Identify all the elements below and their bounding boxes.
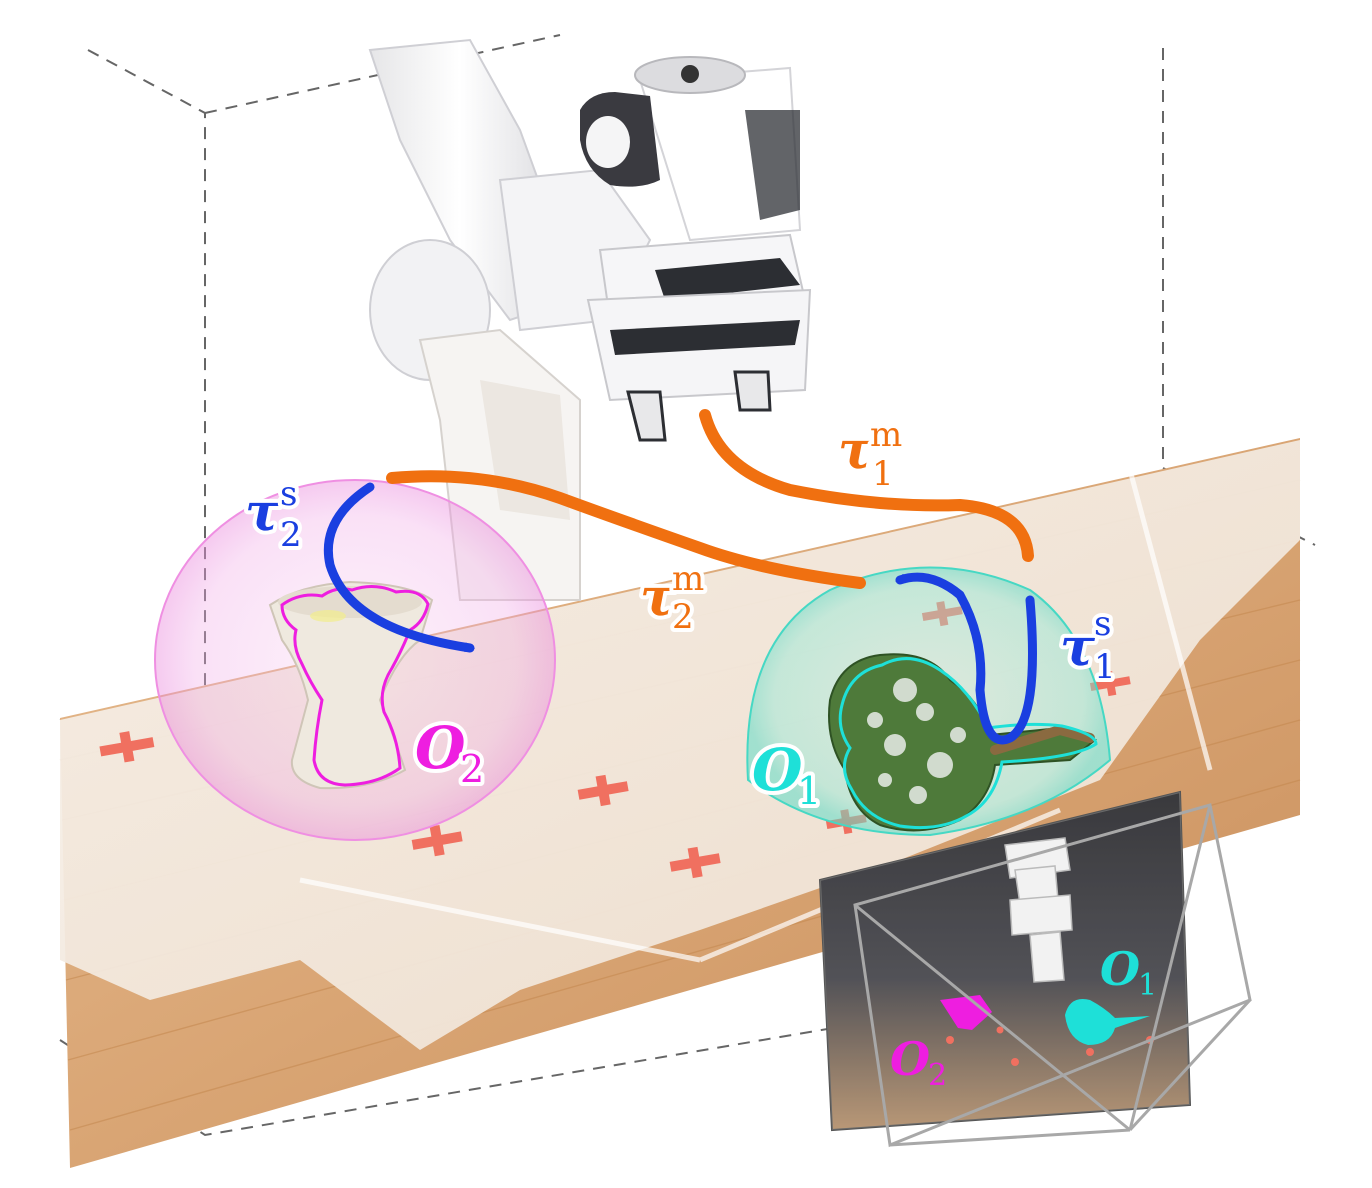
- svg-text:m: m: [870, 415, 902, 455]
- svg-text:O: O: [1100, 942, 1140, 996]
- object-2-vase: [268, 580, 434, 790]
- tau-2-s-trajectory: [323, 482, 475, 653]
- label-tau-1-s: τ s 1: [1056, 600, 1120, 691]
- label-o-2: O 2: [411, 710, 488, 795]
- manipulation-trajectories: [386, 409, 1034, 589]
- svg-text:O: O: [890, 1032, 930, 1086]
- tau-1-s-trajectory: [895, 572, 1037, 745]
- tau-1-m-trajectory: [699, 409, 1034, 562]
- label-tau-2-s: τ s 2: [241, 470, 306, 559]
- tau-2-m-trajectory: [386, 470, 866, 589]
- camera-frustum: [853, 803, 1252, 1148]
- svg-text:τ: τ: [245, 482, 281, 543]
- svg-text:O: O: [752, 736, 803, 804]
- camera-view-inset: O 1 O 2: [818, 790, 1252, 1148]
- svg-text:m: m: [672, 559, 704, 599]
- svg-text:τ: τ: [1060, 617, 1096, 678]
- svg-text:1: 1: [1138, 968, 1157, 1003]
- stabilization-trajectories: [323, 482, 1037, 745]
- svg-text:s: s: [1094, 604, 1111, 644]
- svg-text:τ: τ: [838, 420, 874, 481]
- svg-text:2: 2: [460, 747, 484, 791]
- label-o-1: O 1: [748, 732, 825, 817]
- svg-text:2: 2: [280, 515, 302, 555]
- svg-text:τ: τ: [640, 567, 676, 628]
- svg-text:1: 1: [872, 454, 894, 494]
- svg-text:1: 1: [1094, 647, 1116, 687]
- svg-text:2: 2: [928, 1058, 947, 1093]
- object-1-outline: [838, 657, 1098, 830]
- camera-label-o-2: O 2: [890, 1032, 947, 1093]
- label-tau-2-m: τ m 2: [636, 555, 708, 641]
- svg-text:1: 1: [797, 769, 821, 813]
- object-1-region: [746, 566, 1112, 837]
- object-2-outline: [280, 585, 430, 787]
- svg-text:2: 2: [672, 597, 694, 637]
- label-tau-1-m: τ m 1: [834, 411, 906, 498]
- object-2-region: [154, 479, 556, 841]
- camera-object-1: [1065, 999, 1150, 1045]
- svg-text:s: s: [280, 474, 297, 514]
- svg-text:O: O: [415, 714, 466, 782]
- camera-label-o-1: O 1: [1100, 942, 1157, 1003]
- robot-arm: [368, 38, 812, 601]
- camera-object-2: [940, 995, 992, 1030]
